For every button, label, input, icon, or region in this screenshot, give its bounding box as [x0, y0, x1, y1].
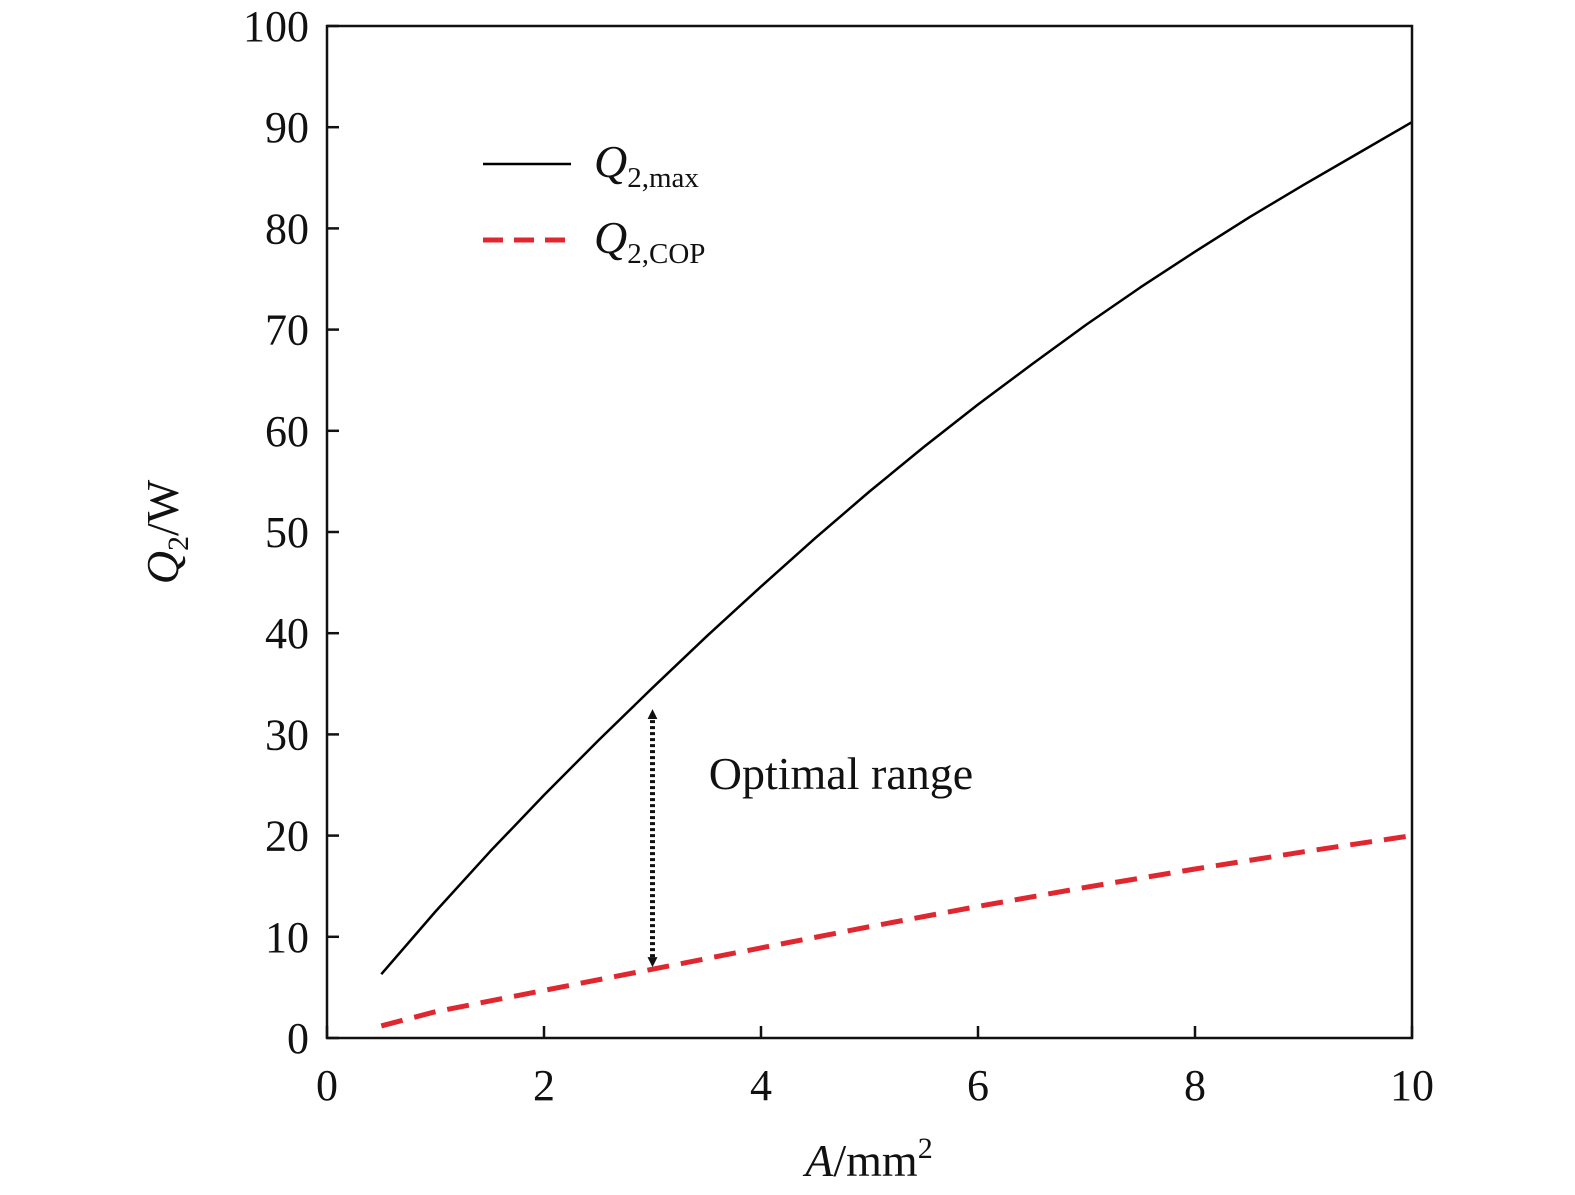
y-tick-label: 10 — [265, 913, 309, 962]
legend-q2max-sub: 2,max — [627, 162, 699, 194]
optimal-range-annotation: Optimal range — [647, 709, 973, 968]
optimal-range-label: Optimal range — [709, 748, 973, 799]
y-tick-label: 30 — [265, 710, 309, 759]
x-tick-label: 6 — [967, 1061, 989, 1110]
x-tick-label: 8 — [1184, 1061, 1206, 1110]
legend-q2max-base: Q — [594, 136, 627, 187]
x-axis-label: A/mm2 — [802, 1132, 932, 1186]
x-tick-label: 0 — [316, 1061, 338, 1110]
x-tick-label: 4 — [750, 1061, 772, 1110]
x-axis-label-sup: 2 — [918, 1132, 933, 1165]
y-tick-label: 40 — [265, 609, 309, 658]
y-tick-label: 70 — [265, 306, 309, 355]
plot-frame — [325, 24, 1414, 1040]
legend-entry-q2cop: Q2,COP — [594, 212, 705, 270]
x-axis-label-unit: /mm — [833, 1135, 918, 1186]
series-line-q2max — [380, 121, 1413, 976]
x-tick-label: 10 — [1390, 1061, 1434, 1110]
series-line-q2cop — [380, 833, 1413, 1029]
plot-area — [380, 121, 1413, 1029]
y-tick-label: 100 — [243, 2, 309, 51]
y-tick-label: 80 — [265, 204, 309, 253]
y-tick-label: 50 — [265, 508, 309, 557]
y-tick-label: 0 — [287, 1014, 309, 1063]
legend-q2cop-sub: 2,COP — [627, 238, 705, 270]
legend: Q2,max Q2,COP — [483, 136, 705, 270]
y-axis-label-var: Q — [137, 551, 188, 584]
y-axis-label-unit: /W — [137, 479, 188, 536]
y-axis-label-sub: 2 — [162, 536, 195, 551]
legend-q2cop-base: Q — [594, 212, 627, 263]
y-axis-label: Q2/W — [137, 479, 195, 584]
y-tick-label: 20 — [265, 812, 309, 861]
x-tick-label: 2 — [533, 1061, 555, 1110]
x-axis-label-var: A — [802, 1135, 834, 1186]
y-tick-label: 60 — [265, 407, 309, 456]
y-tick-label: 90 — [265, 103, 309, 152]
legend-entry-q2max: Q2,max — [594, 136, 699, 194]
